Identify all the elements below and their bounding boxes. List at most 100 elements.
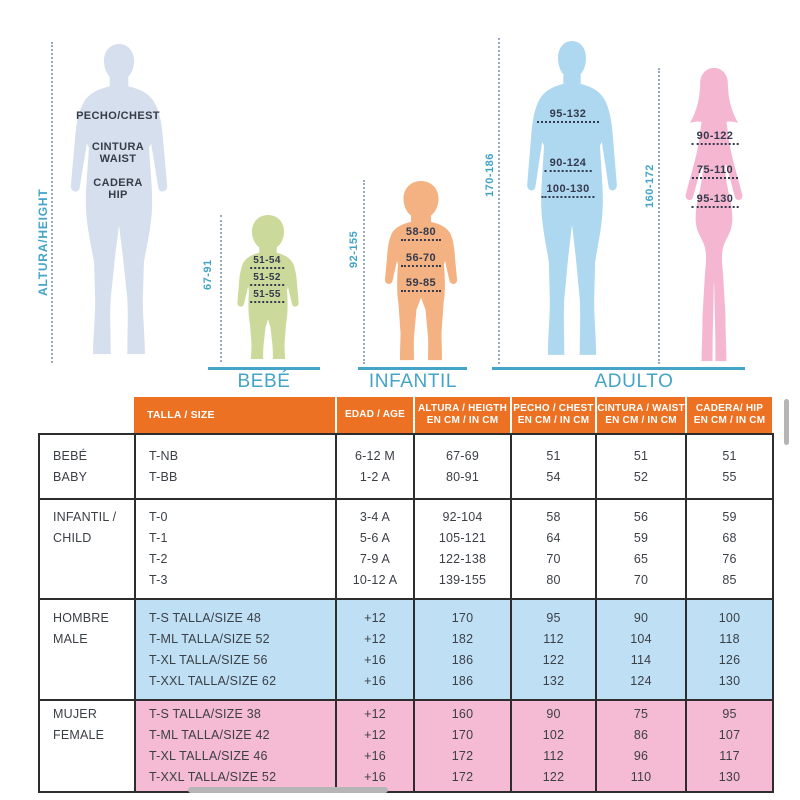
category-label — [40, 767, 134, 788]
table-cell: 112 — [543, 749, 564, 763]
category-label: MUJER — [53, 707, 98, 721]
reference-male-silhouette — [70, 44, 168, 354]
table-column: T-NB T-BB — [134, 435, 335, 498]
table-cell: T-ML TALLA/SIZE 52 — [149, 631, 270, 646]
table-cell: T-BB — [149, 469, 178, 484]
category-cell-child: INFANTIL / CHILD — [40, 500, 134, 598]
table-column: 56 59 65 70 — [595, 500, 685, 598]
table-cell: 172 — [451, 749, 474, 763]
table-column: 67-69 80-91 — [413, 435, 510, 498]
table-cell: T-S TALLA/SIZE 48 — [149, 610, 262, 625]
table-column: 170 182 186 186 — [413, 600, 510, 699]
category-label: BEBÉ — [53, 448, 88, 463]
table-cell: 55 — [722, 469, 737, 484]
table-cell: 114 — [630, 652, 652, 667]
table-cell: 170 — [451, 610, 474, 625]
table-column: 95 112 122 132 — [510, 600, 595, 699]
table-cell: T-ML TALLA/SIZE 42 — [149, 728, 270, 742]
table-column: 75 86 96 110 — [595, 701, 685, 791]
child-waist-measure: 56-70 — [400, 252, 442, 267]
header-sublabel: EN CM / IN CM — [693, 415, 766, 426]
table-cell: 124 — [630, 673, 652, 688]
table-cell: 110 — [630, 770, 652, 784]
table-cell: +12 — [364, 728, 386, 742]
adult-male-waist-measure: 90-124 — [544, 157, 592, 172]
reference-hip-label-line1: CADERA — [93, 177, 143, 189]
table-cell: +12 — [364, 631, 386, 646]
table-cell: 107 — [718, 728, 741, 742]
table-column: 6-12 M 1-2 A — [335, 435, 413, 498]
table-cell: 51 — [633, 448, 649, 463]
table-cell: 172 — [451, 770, 474, 784]
vertical-scrollbar-thumb[interactable] — [784, 399, 789, 445]
baby-group-underline — [208, 367, 320, 370]
baby-hip-measure: 51-55 — [250, 289, 284, 303]
table-cell: 86 — [633, 728, 649, 742]
category-cell-male: HOMBRE MALE — [40, 600, 134, 699]
category-label — [40, 746, 134, 767]
adult-group-underline — [492, 367, 745, 370]
table-cell: T-1 — [149, 531, 168, 545]
table-cell: 1-2 A — [359, 469, 391, 484]
child-height-dotted-line — [363, 180, 365, 364]
table-cell: +16 — [364, 749, 386, 763]
header-sublabel: EN CM / IN CM — [426, 415, 499, 426]
size-table-body: BEBÉ BABY T-NB T-BB 6-12 M 1-2 A 67-69 80-91 51 5… — [38, 433, 774, 793]
table-cell: 58 — [546, 510, 561, 524]
table-column: 92-104 105-121 122-138 139-155 — [413, 500, 510, 598]
table-cell: 5-6 A — [359, 531, 391, 545]
table-column: 90 102 112 122 — [510, 701, 595, 791]
category-cell-baby: BEBÉ BABY — [40, 435, 134, 498]
table-cell: 102 — [542, 728, 565, 742]
table-cell: T-3 — [149, 573, 168, 587]
child-chest-measure: 58-80 — [400, 226, 442, 241]
table-column: 51 54 — [510, 435, 595, 498]
table-cell: 90 — [546, 707, 561, 721]
adult-female-hip-measure: 95-130 — [691, 193, 739, 208]
table-column: 95 107 117 130 — [685, 701, 772, 791]
adult-female-chest-measure: 90-122 — [691, 130, 739, 145]
child-group-label: INFANTIL — [368, 371, 458, 392]
table-cell: 75 — [633, 707, 649, 721]
header-label: TALLA / SIZE — [147, 409, 215, 421]
table-cell: 80 — [546, 573, 561, 587]
baby-chest-measure: 51-54 — [250, 255, 284, 269]
table-cell: 67-69 — [446, 448, 479, 463]
category-label: INFANTIL / — [53, 510, 117, 524]
table-cell: T-NB — [149, 448, 179, 463]
table-cell: 92-104 — [442, 510, 483, 524]
baby-group-label: BEBÉ — [237, 371, 291, 392]
adult-male-chest-measure: 95-132 — [537, 108, 599, 123]
table-cell: 117 — [719, 749, 740, 763]
adult-female-silhouette — [685, 67, 743, 362]
table-cell: 95 — [722, 707, 737, 721]
category-label — [40, 570, 134, 591]
table-cell: T-XL TALLA/SIZE 56 — [149, 652, 268, 667]
table-cell: 122-138 — [438, 552, 487, 566]
table-cell: 100 — [718, 610, 741, 625]
table-cell: 76 — [722, 552, 737, 566]
table-cell: 6-12 M — [354, 448, 396, 463]
adult-male-height-dotted-line — [498, 38, 500, 364]
table-cell: 160 — [451, 707, 474, 721]
table-cell: 112 — [543, 631, 564, 646]
table-column: 90 104 114 124 — [595, 600, 685, 699]
header-label: CINTURA / WAIST — [597, 403, 685, 414]
reference-waist-label-line1: CINTURA — [91, 141, 145, 153]
horizontal-scrollbar-thumb[interactable] — [188, 787, 388, 793]
table-cell: 85 — [722, 573, 737, 587]
header-cintura-waist: CINTURA / WAIST EN CM / IN CM — [595, 397, 685, 433]
category-label — [40, 671, 134, 692]
header-edad-age: EDAD / AGE — [335, 397, 413, 433]
table-cell: 186 — [451, 652, 474, 667]
category-label: HOMBRE — [53, 610, 110, 625]
reference-chest-label: PECHO/CHEST — [76, 110, 160, 122]
header-sublabel: EN CM / IN CM — [517, 415, 590, 426]
size-table-header: TALLA / SIZE EDAD / AGE ALTURA / HEIGTH … — [134, 397, 772, 433]
table-column: T-S TALLA/SIZE 48 T-ML TALLA/SIZE 52 T-XL … — [134, 600, 335, 699]
adult-female-waist-measure: 75-110 — [691, 164, 739, 179]
table-cell: 126 — [718, 652, 741, 667]
table-section-child: INFANTIL / CHILD T-0 T-1 T-2 T-3 3-4 A 5-6 A 7-9… — [40, 498, 772, 598]
table-cell: 139-155 — [438, 573, 487, 587]
